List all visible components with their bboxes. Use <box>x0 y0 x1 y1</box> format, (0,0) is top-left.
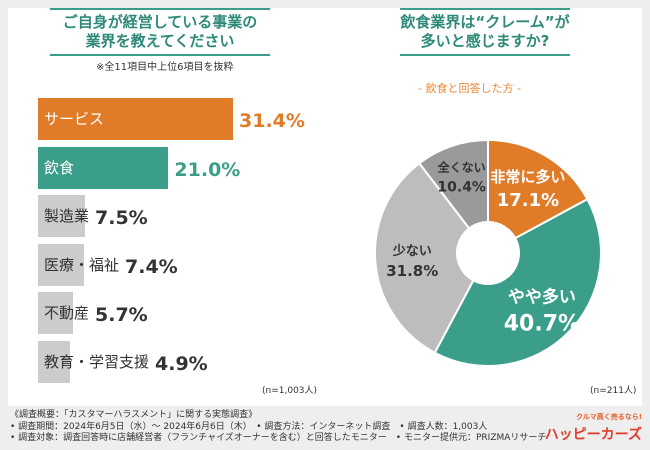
pie-slice-label: やや多い <box>508 287 576 308</box>
bar-value-label: 5.7% <box>95 304 148 326</box>
pie-slice-value: 31.8% <box>386 262 438 280</box>
bar-value-label: 31.4% <box>239 110 305 132</box>
bar <box>38 292 74 334</box>
left-title-line1: ご自身が経営している事業の <box>62 13 258 31</box>
logo-name: ハッピーカーズ <box>544 427 642 443</box>
left-title-line2: 業界を教えてください <box>85 32 235 50</box>
left-note: ※全11項目中上位6項目を抜粋 <box>96 62 234 73</box>
bar-category-label: 不動産 <box>44 304 90 322</box>
pie-slice-label: 非常に多い <box>490 168 565 186</box>
footer-line-1: 《調査概要：「カスタマーハラスメント」に関する実態調査》 <box>10 410 258 420</box>
right-title-line1: 飲食業界は“クレーム”が <box>400 13 570 31</box>
pie-slice <box>487 138 589 255</box>
bar-category-label: 医療・福祉 <box>44 255 120 274</box>
pie-center-hole <box>456 221 520 285</box>
bar-category-label: サービス <box>44 110 105 128</box>
bar-value-label: 7.4% <box>125 255 178 278</box>
right-title-line2: 多いと感じますか? <box>420 32 550 50</box>
pie-slice <box>433 197 602 367</box>
survey-footer: 《調査概要：「カスタマーハラスメント」に関する実態調査》 • 調査期間：2024… <box>10 410 546 445</box>
logo-tagline: クルマ高く売るなら! <box>576 413 642 421</box>
pie-slice-label: 少ない <box>392 243 432 259</box>
footer-line-2: • 調査期間：2024年6月5日（水）～ 2024年6月6日（木） • 調査方法… <box>10 421 488 432</box>
left-sample-size: (n=1,003人) <box>262 386 318 396</box>
bar-value-label: 21.0% <box>174 158 241 181</box>
pie-slice <box>417 138 489 256</box>
pie-slice-value: 17.1% <box>497 190 559 211</box>
bar-category-label: 教育・学習支援 <box>44 352 150 371</box>
brand-logo: クルマ高く売るなら! ハッピーカーズ <box>520 412 642 446</box>
bar <box>38 195 85 237</box>
bar <box>38 340 70 383</box>
right-subtitle: - 飲食と回答した方 - <box>418 82 521 95</box>
right-sample-size: (n=211人) <box>590 386 637 396</box>
pie-slice-label: 全くない <box>437 159 486 174</box>
pie-slice-value: 10.4% <box>437 179 486 195</box>
bar <box>38 243 84 286</box>
right-chart-title: 飲食業界は“クレーム”が 多いと感じますか? <box>400 8 570 56</box>
bar <box>38 98 233 140</box>
bar <box>38 146 169 189</box>
bar-value-label: 7.5% <box>95 207 148 229</box>
bar-category-label: 製造業 <box>44 207 90 225</box>
pie-slice <box>374 161 490 355</box>
footer-line-3: • 調査対象：調査回答時に店舗経営者（フランチャイズオーナーを含む）と回答したモ… <box>10 433 547 443</box>
bar-value-label: 4.9% <box>155 352 208 375</box>
pie-slice-value: 40.7% <box>504 312 580 337</box>
bar-category-label: 飲食 <box>44 158 75 177</box>
left-chart-title: ご自身が経営している事業の 業界を教えてください <box>50 8 270 56</box>
